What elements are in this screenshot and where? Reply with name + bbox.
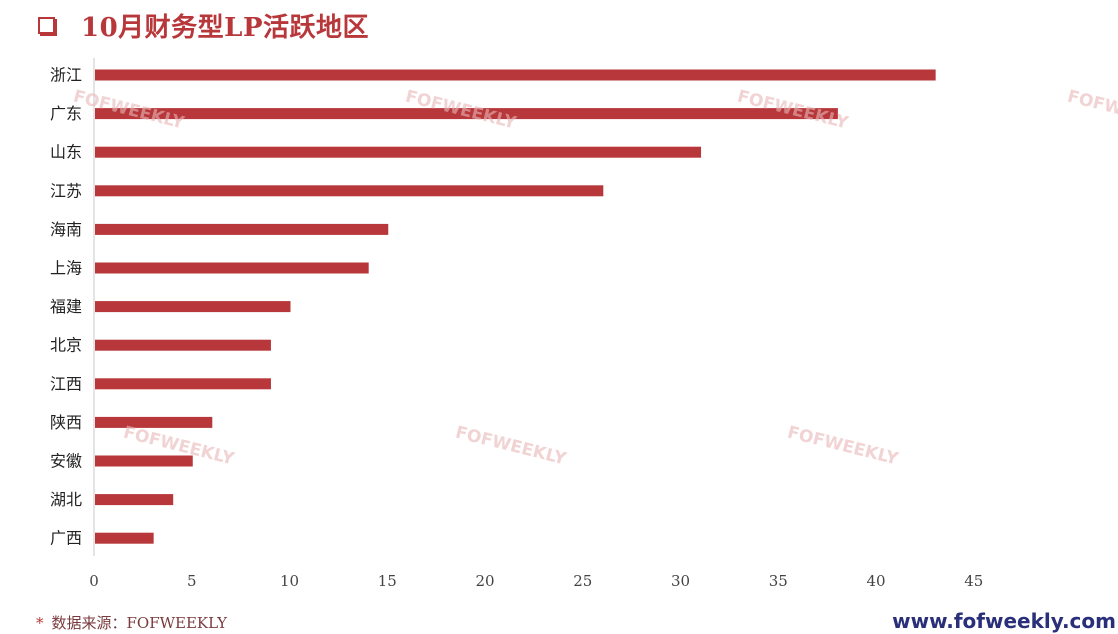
bar-1 [95,108,838,120]
bar-10 [95,455,193,467]
x-tick-label-6: 30 [671,572,690,590]
y-tick-label-12: 广西 [50,529,82,548]
website-url: www.fofweekly.com [892,609,1116,633]
y-tick-label-0: 浙江 [50,66,82,85]
bar-5 [95,262,369,274]
x-tick-label-3: 15 [378,572,397,590]
source-star: * [36,614,44,632]
source-note: * 数据来源：FOFWEEKLY [36,612,227,633]
x-tick-label-0: 0 [89,572,99,590]
bar-0 [95,69,936,81]
y-tick-label-2: 山东 [50,143,82,162]
y-tick-label-6: 福建 [50,297,82,316]
y-tick-label-8: 江西 [50,374,82,393]
bar-8 [95,378,271,390]
chart-title: 10月财务型LP活跃地区 [81,12,370,43]
bar-2 [95,146,702,158]
bar-7 [95,339,271,351]
x-tick-label-5: 25 [573,572,592,590]
y-tick-label-7: 北京 [50,336,82,355]
y-tick-label-1: 广东 [50,104,82,123]
y-tick-label-5: 上海 [50,259,82,278]
bar-3 [95,185,604,197]
x-tick-label-2: 10 [280,572,299,590]
checkbox-icon [38,16,55,34]
x-tick-label-9: 45 [964,572,983,590]
x-tick-label-4: 20 [475,572,494,590]
bar-12 [95,532,154,544]
bar-9 [95,416,213,428]
x-tick-label-1: 5 [187,572,197,590]
source-text: 数据来源：FOFWEEKLY [51,614,228,632]
y-tick-label-11: 湖北 [50,490,82,509]
bar-6 [95,301,291,313]
bar-11 [95,494,174,506]
y-tick-label-10: 安徽 [50,452,82,471]
y-tick-label-4: 海南 [50,220,82,239]
y-tick-label-3: 江苏 [50,181,82,200]
y-tick-label-9: 陕西 [50,413,82,432]
title-row: 10月财务型LP活跃地区 [38,8,370,43]
x-tick-label-8: 40 [866,572,885,590]
bar-4 [95,223,389,235]
x-tick-label-7: 35 [769,572,788,590]
